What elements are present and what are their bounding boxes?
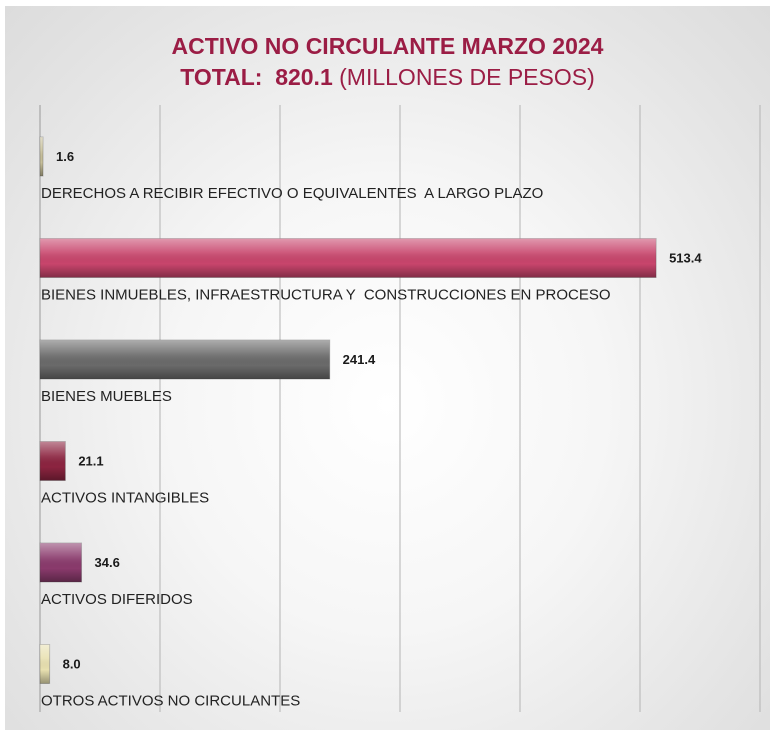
- category-label: BIENES MUEBLES: [41, 388, 172, 405]
- bar-shading: [40, 644, 50, 684]
- bars: [39, 136, 657, 684]
- bar-shading: [40, 340, 330, 379]
- data-label: 8.0: [63, 657, 81, 672]
- data-label: 241.4: [343, 352, 376, 367]
- data-label: 1.6: [56, 149, 74, 164]
- subtitle-prefix: TOTAL:: [180, 64, 263, 90]
- chart-subtitle: TOTAL: 820.1 (MILLONES DE PESOS): [0, 64, 775, 91]
- data-label: 21.1: [78, 454, 103, 469]
- category-label: DERECHOS A RECIBIR EFECTIVO O EQUIVALENT…: [41, 185, 543, 202]
- category-label: OTROS ACTIVOS NO CIRCULANTES: [41, 693, 300, 710]
- gridlines: [39, 105, 761, 712]
- chart-title: ACTIVO NO CIRCULANTE MARZO 2024: [171, 33, 604, 59]
- data-label: 513.4: [669, 251, 702, 266]
- bar-shading: [40, 238, 657, 278]
- subtitle-unit: (MILLONES DE PESOS): [339, 64, 595, 90]
- bar-shading: [40, 137, 43, 176]
- bar-shading: [40, 441, 66, 481]
- category-label: BIENES INMUEBLES, INFRAESTRUCTURA Y CONS…: [41, 287, 611, 304]
- data-label: 34.6: [95, 555, 120, 570]
- bar-shading: [40, 543, 82, 582]
- labels: 1.6 DERECHOS A RECIBIR EFECTIVO O EQUIVAL…: [41, 149, 702, 710]
- category-label: ACTIVOS DIFERIDOS: [41, 591, 193, 608]
- subtitle-total-value: 820.1: [275, 64, 333, 90]
- category-label: ACTIVOS INTANGIBLES: [41, 490, 209, 507]
